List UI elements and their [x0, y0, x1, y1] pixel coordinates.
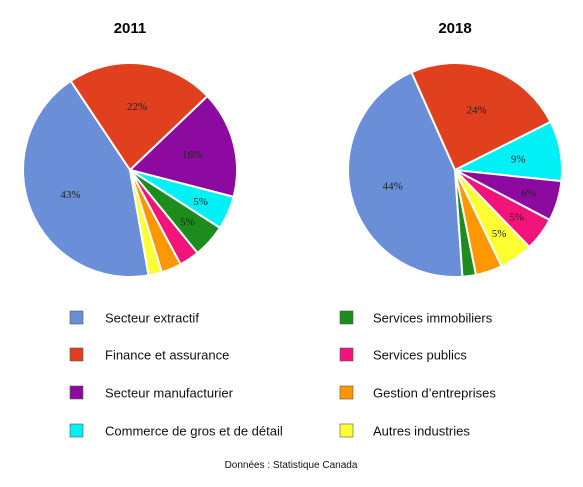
pie-title-2011: 2011	[114, 20, 147, 37]
slice-label-secteur-extractif: 43%	[60, 189, 80, 201]
pie-slice-finance-et-assurance	[69, 62, 209, 171]
pie-slice-services-immobiliers	[454, 169, 477, 278]
slice-label-commerce-de-gros-et-de-detail: 9%	[511, 154, 526, 166]
legend-label-finance-et-assurance: Finance et assurance	[105, 348, 229, 363]
pie-slice-secteur-extractif	[22, 79, 150, 278]
legend: Secteur extractif Finance et assurance Sec…	[69, 310, 496, 439]
pie-title-2018: 2018	[438, 20, 471, 37]
slice-label-commerce-de-gros-et-de-detail: 5%	[193, 196, 208, 208]
legend-label-secteur-manufacturier: Secteur manufacturier	[105, 386, 234, 401]
legend-label-services-publics: Services publics	[373, 348, 467, 363]
pie-chart-2011: 43% 22% 16% 5% 5%	[22, 62, 238, 278]
source-note: Données : Statistique Canada	[225, 460, 358, 471]
slice-label-secteur-manufacturier: 16%	[182, 149, 202, 161]
legend-label-services-immobiliers: Services immobiliers	[373, 311, 493, 326]
legend-swatch-secteur-extractif	[69, 310, 84, 325]
slice-label-services-immobiliers: 5%	[180, 216, 195, 228]
slice-label-services-publics: 5%	[509, 211, 524, 223]
legend-swatch-services-immobiliers	[339, 310, 354, 325]
legend-swatch-commerce-de-gros-et-de-detail	[69, 423, 84, 438]
pie-slice-finance-et-assurance	[410, 62, 552, 171]
legend-swatch-services-publics	[339, 347, 354, 362]
slice-label-finance-et-assurance: 22%	[127, 101, 147, 113]
pie-slice-autres-industries	[129, 169, 163, 277]
slice-label-finance-et-assurance: 24%	[467, 105, 487, 117]
legend-swatch-finance-et-assurance	[69, 347, 84, 362]
legend-label-gestion-d-entreprises: Gestion d’entreprises	[373, 386, 496, 401]
pie-slice-secteur-manufacturier	[129, 95, 238, 198]
slice-label-secteur-manufacturier: 6%	[521, 187, 536, 199]
legend-swatch-autres-industries	[339, 423, 354, 438]
legend-label-secteur-extractif: Secteur extractif	[105, 311, 199, 326]
legend-swatch-gestion-d-entreprises	[339, 385, 354, 400]
legend-swatch-secteur-manufacturier	[69, 385, 84, 400]
slice-label-autres-industries: 5%	[492, 228, 507, 240]
slice-label-secteur-extractif: 44%	[383, 181, 403, 193]
legend-label-commerce-de-gros-et-de-detail: Commerce de gros et de détail	[105, 424, 283, 439]
legend-label-autres-industries: Autres industries	[373, 424, 470, 439]
pie-chart-2018: 44% 24% 9% 6% 5%5%	[347, 62, 563, 278]
